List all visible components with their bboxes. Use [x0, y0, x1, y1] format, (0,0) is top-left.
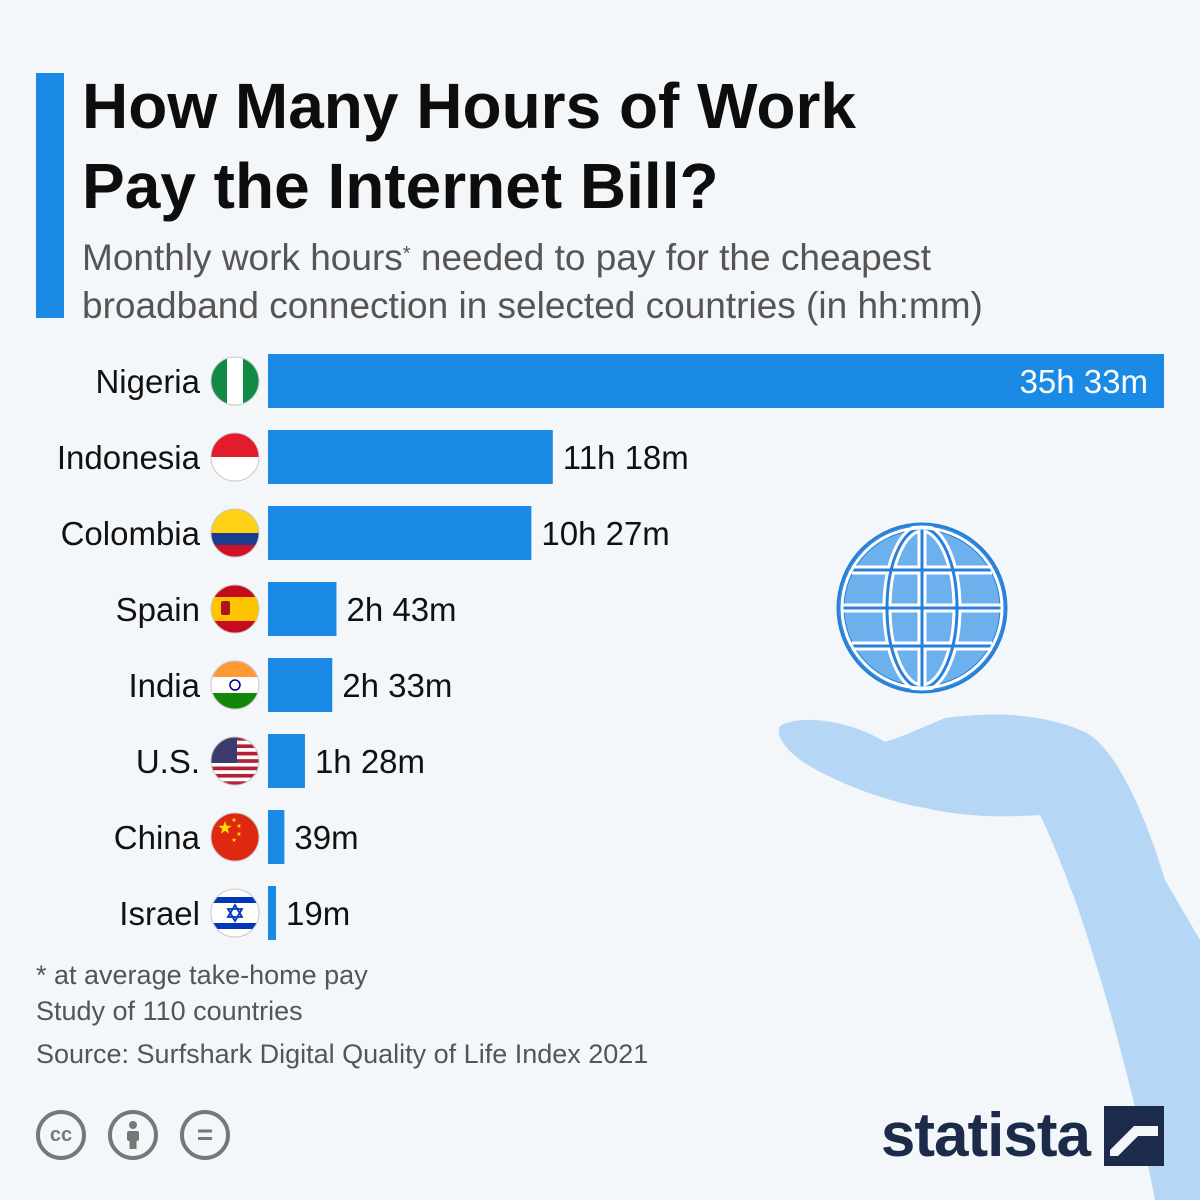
subtitle-line-1-rest: needed to pay for the cheapest	[410, 237, 932, 278]
footnote-study: Study of 110 countries	[36, 996, 303, 1026]
israel-flag-icon	[210, 888, 260, 938]
category-label: India	[128, 667, 200, 704]
footnote-source: Source: Surfshark Digital Quality of Lif…	[36, 1039, 649, 1069]
person-icon	[127, 1121, 139, 1149]
cc-label: cc	[49, 1123, 73, 1146]
value-label: 2h 33m	[342, 667, 452, 704]
footnote-pay: * at average take-home pay	[36, 960, 368, 990]
bar-us	[268, 734, 305, 788]
category-label: Israel	[119, 895, 200, 932]
globe-icon	[836, 522, 1008, 694]
category-label: U.S.	[136, 743, 200, 780]
value-label: 10h 27m	[541, 515, 669, 552]
colombia-flag-icon	[210, 508, 260, 558]
china-flag-icon	[210, 812, 260, 862]
india-flag-icon	[210, 660, 260, 710]
chart-title: How Many Hours of Work Pay the Internet …	[82, 66, 1162, 226]
title-accent-bar	[36, 73, 64, 318]
no-derivatives-icon[interactable]: =	[180, 1110, 230, 1160]
equals-label: =	[196, 1119, 214, 1150]
bar-israel	[268, 886, 276, 940]
indonesia-flag-icon	[210, 432, 260, 482]
statista-logo[interactable]: statista	[881, 1100, 1164, 1171]
value-label: 11h 18m	[563, 439, 689, 476]
value-label: 19m	[286, 895, 350, 932]
chart-subtitle: Monthly work hours* needed to pay for th…	[82, 234, 1182, 330]
category-label: China	[114, 819, 201, 856]
bar-india	[268, 658, 333, 712]
us-flag-icon	[210, 736, 260, 786]
attribution-icon[interactable]	[108, 1110, 158, 1160]
bar-colombia	[268, 506, 532, 560]
bar-china	[268, 810, 285, 864]
hand-icon	[778, 714, 1200, 1200]
bar-spain	[268, 582, 337, 636]
category-label: Colombia	[61, 515, 201, 552]
value-label: 35h 33m	[1020, 363, 1148, 400]
category-label: Spain	[116, 591, 200, 628]
value-label: 2h 43m	[346, 591, 456, 628]
brand-name: statista	[880, 1101, 1091, 1170]
cc-license-icon[interactable]: cc	[36, 1110, 86, 1160]
category-label: Indonesia	[57, 439, 201, 476]
category-label: Nigeria	[95, 363, 200, 400]
subtitle-part-1: Monthly work hours	[82, 237, 403, 278]
title-line-1: How Many Hours of Work	[82, 70, 856, 142]
nigeria-flag-icon	[210, 356, 260, 406]
globe-hand-illustration	[778, 522, 1200, 1200]
value-label: 1h 28m	[315, 743, 425, 780]
statista-mark-icon	[1104, 1105, 1164, 1166]
title-line-2: Pay the Internet Bill?	[82, 150, 719, 222]
value-label: 39m	[294, 819, 358, 856]
bar-indonesia	[268, 430, 553, 484]
subtitle-asterisk: *	[402, 243, 411, 265]
subtitle-line-2: broadband connection in selected countri…	[82, 285, 983, 326]
bar-nigeria	[268, 354, 1164, 408]
bar-chart: Nigeria 35h 33m Indonesia 11h 18m Colombia 10…	[57, 354, 1164, 940]
spain-flag-icon	[210, 584, 260, 634]
